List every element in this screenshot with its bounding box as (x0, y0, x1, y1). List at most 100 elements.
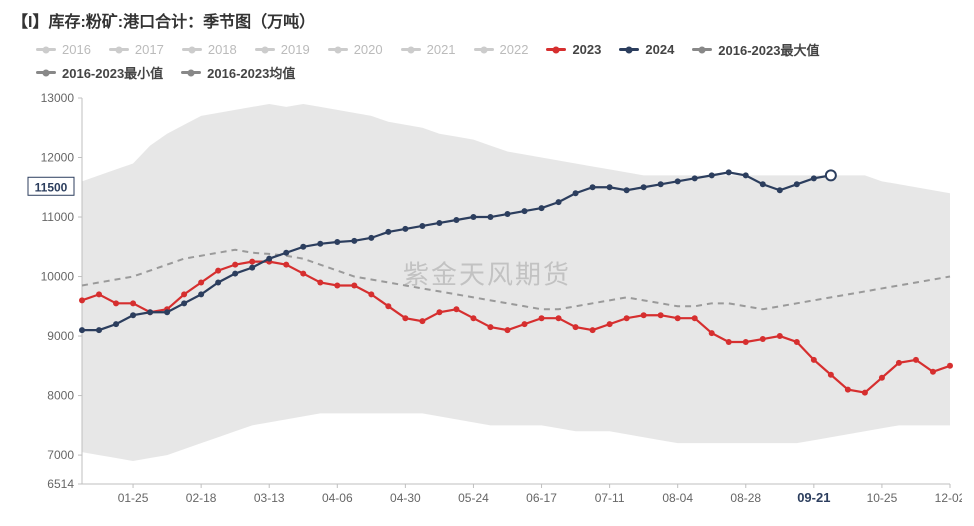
series-marker (641, 184, 647, 190)
series-marker (334, 282, 340, 288)
legend-swatch (619, 48, 639, 51)
series-marker (556, 315, 562, 321)
y-tick-label: 8000 (47, 389, 74, 403)
series-marker (232, 262, 238, 268)
legend-label: 2016-2023最小值 (62, 63, 163, 82)
legend-label: 2016 (62, 42, 91, 57)
series-marker (692, 315, 698, 321)
series-marker (317, 279, 323, 285)
series-marker (79, 297, 85, 303)
series-marker (351, 238, 357, 244)
series-marker (658, 312, 664, 318)
legend-item[interactable]: 2022 (474, 40, 529, 59)
series-marker (828, 372, 834, 378)
series-marker (487, 324, 493, 330)
series-marker (300, 271, 306, 277)
series-marker (283, 250, 289, 256)
legend-item[interactable]: 2023 (546, 40, 601, 59)
series-marker (556, 199, 562, 205)
seasonal-line-chart: 6514700080009000100001100012000130001150… (12, 88, 962, 518)
series-marker (522, 321, 528, 327)
legend-item[interactable]: 2016-2023最小值 (36, 63, 163, 82)
range-band (82, 104, 950, 461)
series-marker (709, 172, 715, 178)
series-marker (709, 330, 715, 336)
legend-item[interactable]: 2024 (619, 40, 674, 59)
series-marker (402, 315, 408, 321)
series-marker (573, 190, 579, 196)
series-marker (402, 226, 408, 232)
series-marker (504, 327, 510, 333)
series-marker (743, 339, 749, 345)
legend-item[interactable]: 2020 (328, 40, 383, 59)
series-marker (470, 214, 476, 220)
series-marker (232, 271, 238, 277)
series-marker (419, 223, 425, 229)
legend-item[interactable]: 2016-2023均值 (181, 63, 295, 82)
series-marker (79, 327, 85, 333)
x-tick-label: 09-21 (797, 490, 830, 505)
series-marker (249, 265, 255, 271)
x-tick-label: 08-04 (662, 491, 693, 505)
series-marker (419, 318, 425, 324)
series-marker (368, 235, 374, 241)
series-marker (453, 306, 459, 312)
series-marker (487, 214, 493, 220)
series-marker (930, 369, 936, 375)
legend-label: 2020 (354, 42, 383, 57)
series-marker (198, 279, 204, 285)
y-highlight-label: 11500 (35, 180, 68, 194)
legend-item[interactable]: 2016 (36, 40, 91, 59)
legend-swatch (182, 48, 202, 51)
series-marker (283, 262, 289, 268)
legend-swatch (181, 71, 201, 74)
series-marker (913, 357, 919, 363)
series-marker (539, 315, 545, 321)
legend-swatch (546, 48, 566, 51)
legend-label: 2021 (427, 42, 456, 57)
x-tick-label: 08-28 (730, 491, 761, 505)
x-tick-label: 06-17 (526, 491, 557, 505)
series-marker (96, 327, 102, 333)
x-tick-label: 05-24 (458, 491, 489, 505)
y-tick-label: 11000 (42, 210, 75, 224)
series-marker (726, 339, 732, 345)
series-marker (896, 360, 902, 366)
series-marker (334, 239, 340, 245)
legend-item[interactable]: 2017 (109, 40, 164, 59)
legend-swatch (401, 48, 421, 51)
x-tick-label: 01-25 (118, 491, 149, 505)
series-marker (215, 268, 221, 274)
series-marker (862, 390, 868, 396)
legend-swatch (36, 71, 56, 74)
series-marker (470, 315, 476, 321)
legend-label: 2024 (645, 42, 674, 57)
legend-item[interactable]: 2016-2023最大值 (692, 40, 819, 59)
series-marker (658, 181, 664, 187)
legend-swatch (109, 48, 129, 51)
series-marker (504, 211, 510, 217)
legend-swatch (36, 48, 56, 51)
series-marker (249, 259, 255, 265)
legend-item[interactable]: 2019 (255, 40, 310, 59)
legend-swatch (255, 48, 275, 51)
series-marker (794, 339, 800, 345)
series-marker (113, 321, 119, 327)
series-marker (641, 312, 647, 318)
series-marker (385, 229, 391, 235)
legend-item[interactable]: 2021 (401, 40, 456, 59)
series-marker (624, 187, 630, 193)
chart-title: 【I】库存:粉矿:港口合计：季节图（万吨） (12, 8, 962, 32)
series-marker (453, 217, 459, 223)
legend-item[interactable]: 2018 (182, 40, 237, 59)
series-marker (539, 205, 545, 211)
series-marker (607, 184, 613, 190)
legend-label: 2017 (135, 42, 164, 57)
series-marker (164, 309, 170, 315)
series-marker (760, 181, 766, 187)
series-marker (130, 312, 136, 318)
legend-swatch (692, 48, 712, 51)
series-marker (760, 336, 766, 342)
y-tick-label: 9000 (47, 329, 74, 343)
series-marker (215, 279, 221, 285)
